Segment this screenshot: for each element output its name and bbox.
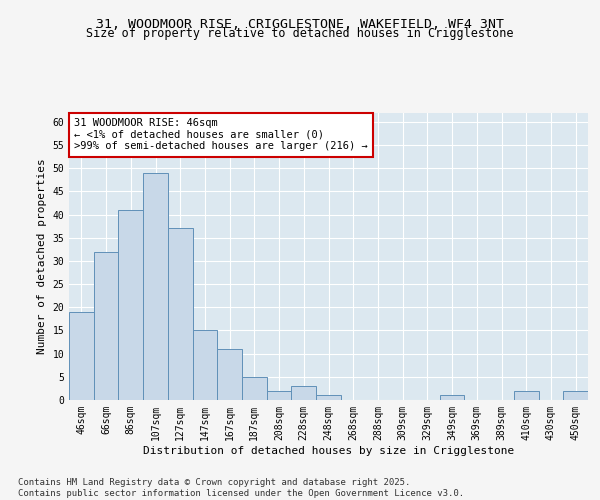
Bar — [292, 386, 316, 400]
Bar — [267, 390, 292, 400]
Text: 31 WOODMOOR RISE: 46sqm
← <1% of detached houses are smaller (0)
>99% of semi-de: 31 WOODMOOR RISE: 46sqm ← <1% of detache… — [74, 118, 368, 152]
Text: Size of property relative to detached houses in Crigglestone: Size of property relative to detached ho… — [86, 28, 514, 40]
Bar — [143, 173, 168, 400]
Bar — [69, 312, 94, 400]
Bar — [563, 390, 588, 400]
Bar — [94, 252, 118, 400]
Y-axis label: Number of detached properties: Number of detached properties — [37, 158, 47, 354]
Bar — [217, 349, 242, 400]
Bar — [242, 377, 267, 400]
Bar — [440, 396, 464, 400]
Bar — [193, 330, 217, 400]
Text: Contains HM Land Registry data © Crown copyright and database right 2025.
Contai: Contains HM Land Registry data © Crown c… — [18, 478, 464, 498]
Bar — [118, 210, 143, 400]
X-axis label: Distribution of detached houses by size in Crigglestone: Distribution of detached houses by size … — [143, 446, 514, 456]
Bar — [168, 228, 193, 400]
Bar — [514, 390, 539, 400]
Text: 31, WOODMOOR RISE, CRIGGLESTONE, WAKEFIELD, WF4 3NT: 31, WOODMOOR RISE, CRIGGLESTONE, WAKEFIE… — [96, 18, 504, 30]
Bar — [316, 396, 341, 400]
